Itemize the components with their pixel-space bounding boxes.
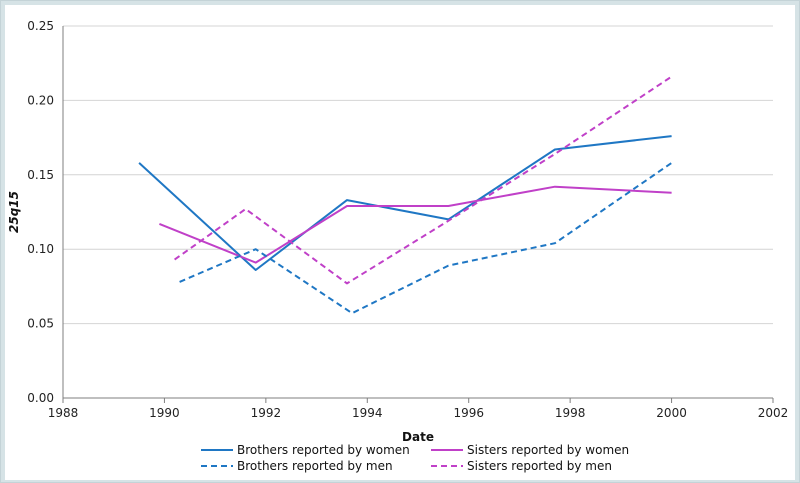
y-tick-labels: 0.00 0.05 0.10 0.15 0.20 0.25 [27, 19, 54, 405]
line-chart: 0.00 0.05 0.10 0.15 0.20 0.25 1988 1990 1992 199… [7, 19, 789, 473]
x-tick-label: 1988 [48, 406, 79, 420]
y-tick-label: 0.10 [27, 242, 54, 256]
series-line-3 [179, 162, 673, 315]
x-tick-labels: 1988 1990 1992 1994 1996 1998 2000 2002 [48, 406, 789, 420]
x-tick-label: 1992 [251, 406, 282, 420]
series-line-1 [138, 135, 672, 271]
legend-label: Brothers reported by men [237, 459, 393, 473]
y-axis-title: 25q15 [7, 191, 21, 233]
legend-label: Sisters reported by men [467, 459, 612, 473]
legend-label: Sisters reported by women [467, 443, 629, 457]
series-line-4 [174, 75, 673, 285]
axes [62, 26, 774, 403]
x-tick-label: 2000 [656, 406, 687, 420]
y-tick-label: 0.00 [27, 391, 54, 405]
legend: Brothers reported by women Sisters report… [201, 443, 629, 473]
y-tick-label: 0.25 [27, 19, 54, 33]
x-tick-label: 1994 [352, 406, 383, 420]
y-tick-label: 0.20 [27, 93, 54, 107]
y-tick-label: 0.15 [27, 168, 54, 182]
x-tick-label: 1996 [453, 406, 484, 420]
legend-label: Brothers reported by women [237, 443, 410, 457]
chart-panel: 0.00 0.05 0.10 0.15 0.20 0.25 1988 1990 1992 199… [5, 5, 795, 480]
x-tick-label: 1998 [555, 406, 586, 420]
x-tick-label: 2002 [758, 406, 789, 420]
series-lines [138, 75, 673, 315]
y-tick-label: 0.05 [27, 317, 54, 331]
x-tick-label: 1990 [149, 406, 180, 420]
x-axis-title: Date [402, 430, 434, 444]
gridlines [63, 25, 773, 325]
